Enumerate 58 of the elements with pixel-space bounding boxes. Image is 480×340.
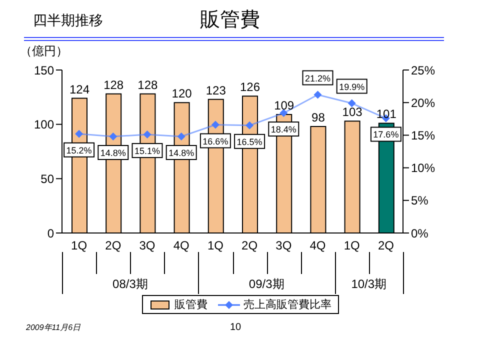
text: 09/3期 <box>202 277 331 291</box>
data-label: 124 <box>69 82 90 96</box>
data-label: 123 <box>206 83 226 98</box>
data-label: 101 <box>376 107 397 122</box>
x-tick-label: 3Q <box>276 238 292 253</box>
data-label: 16.6% <box>202 136 228 146</box>
data-label: 98 <box>312 110 326 125</box>
x-tick-label: 4Q <box>310 238 326 253</box>
chart-subtitle: 四半期推移 <box>33 12 103 30</box>
data-label: 109 <box>274 98 294 113</box>
point <box>177 132 186 141</box>
point <box>348 99 356 108</box>
y2-tick-label: 25% <box>411 63 436 78</box>
data-label: 128 <box>138 78 158 92</box>
y2-tick-label: 15% <box>411 128 436 142</box>
point <box>109 132 118 141</box>
point <box>143 130 152 139</box>
y-tick-label: 50 <box>40 172 54 186</box>
text: 10 <box>230 322 242 333</box>
legend-label: 売上高販管費比率 <box>242 298 332 312</box>
x-tick-label: 1Q <box>207 238 224 253</box>
x-tick-label: 3Q <box>139 238 156 253</box>
data-label: 19.9% <box>339 82 365 92</box>
y2-tick-label: 5% <box>411 194 429 208</box>
x-tick-label: 2Q <box>105 238 122 253</box>
text: 10/3期 <box>338 277 399 291</box>
chart-title: 販管費 <box>200 8 260 33</box>
data-label: 14.8% <box>100 148 126 158</box>
y-tick-label: 150 <box>34 63 54 78</box>
data-label: 21.2% <box>304 73 331 84</box>
data-label: 15.1% <box>134 146 160 156</box>
data-label: 15.2% <box>66 145 92 156</box>
data-label: 128 <box>104 78 124 92</box>
point <box>246 121 254 130</box>
y2-tick-label: 10% <box>411 161 436 176</box>
data-label: 126 <box>240 80 260 94</box>
y-axis-title: （億円） <box>20 43 68 60</box>
point <box>314 90 322 99</box>
x-tick-label: 2Q <box>242 238 258 253</box>
x-tick-label: 4Q <box>173 238 190 253</box>
x-tick-label: 1Q <box>344 238 360 253</box>
data-label: 18.4% <box>270 124 296 135</box>
y2-tick-label: 20% <box>411 96 436 110</box>
data-label: 14.8% <box>168 148 194 158</box>
data-label: 120 <box>172 86 192 101</box>
point <box>75 130 84 138</box>
point <box>211 120 220 129</box>
text: 08/3期 <box>66 277 194 291</box>
data-label: 16.5% <box>236 136 262 147</box>
data-label: 17.6% <box>373 130 399 140</box>
x-tick-label: 2Q <box>378 238 394 253</box>
y-tick-label: 0 <box>47 226 54 240</box>
x-tick-label: 1Q <box>71 238 88 253</box>
data-label: 103 <box>342 105 363 120</box>
text: 2009年11月6日 <box>26 322 81 333</box>
y2-tick-label: 0% <box>411 226 429 240</box>
y-tick-label: 100 <box>34 118 54 132</box>
legend-label: 販管費 <box>174 298 208 312</box>
